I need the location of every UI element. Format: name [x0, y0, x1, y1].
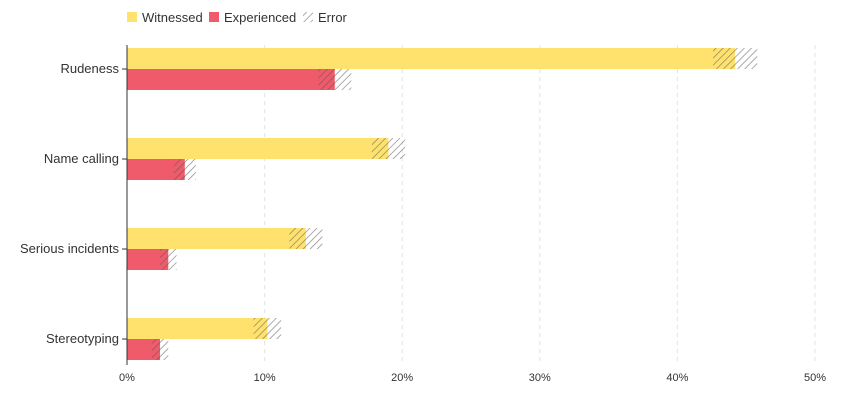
category-label: Rudeness	[60, 61, 119, 76]
error-range	[371, 138, 405, 159]
x-axis: 0% 10% 20% 30% 40% 50%	[119, 372, 826, 384]
bar-witnessed	[127, 318, 268, 339]
category-label: Serious incidents	[20, 241, 119, 256]
legend-label-witnessed: Witnessed	[142, 10, 203, 25]
legend-swatch-experienced	[209, 12, 219, 22]
error-range	[253, 318, 282, 339]
bar-experienced	[127, 249, 169, 270]
bar-witnessed	[127, 48, 736, 69]
y-axis: Rudeness Name calling Serious incidents Ste…	[20, 45, 128, 365]
error-range	[160, 249, 177, 270]
x-tick-label: 50%	[804, 372, 826, 384]
legend: Witnessed Experienced Error	[127, 10, 348, 25]
category-label: Name calling	[44, 151, 119, 166]
bars	[127, 48, 758, 360]
legend-label-error: Error	[318, 10, 348, 25]
legend-item-witnessed: Witnessed	[127, 10, 203, 25]
legend-label-experienced: Experienced	[224, 10, 296, 25]
x-tick-label: 40%	[666, 372, 688, 384]
category-label: Stereotyping	[46, 331, 119, 346]
bar-experienced	[127, 159, 185, 180]
bar-witnessed	[127, 228, 306, 249]
error-range	[713, 48, 758, 69]
x-tick-label: 0%	[119, 372, 135, 384]
error-range	[289, 228, 323, 249]
error-range	[173, 159, 196, 180]
x-tick-label: 30%	[529, 372, 551, 384]
legend-item-experienced: Experienced	[209, 10, 296, 25]
error-range	[318, 69, 352, 90]
x-tick-label: 10%	[254, 372, 276, 384]
x-tick-label: 20%	[391, 372, 413, 384]
bar-experienced	[127, 69, 335, 90]
legend-item-error: Error	[303, 10, 348, 25]
grid	[264, 45, 816, 365]
error-range	[151, 339, 169, 360]
legend-swatch-error	[303, 12, 313, 22]
bar-witnessed	[127, 138, 389, 159]
legend-swatch-witnessed	[127, 12, 137, 22]
